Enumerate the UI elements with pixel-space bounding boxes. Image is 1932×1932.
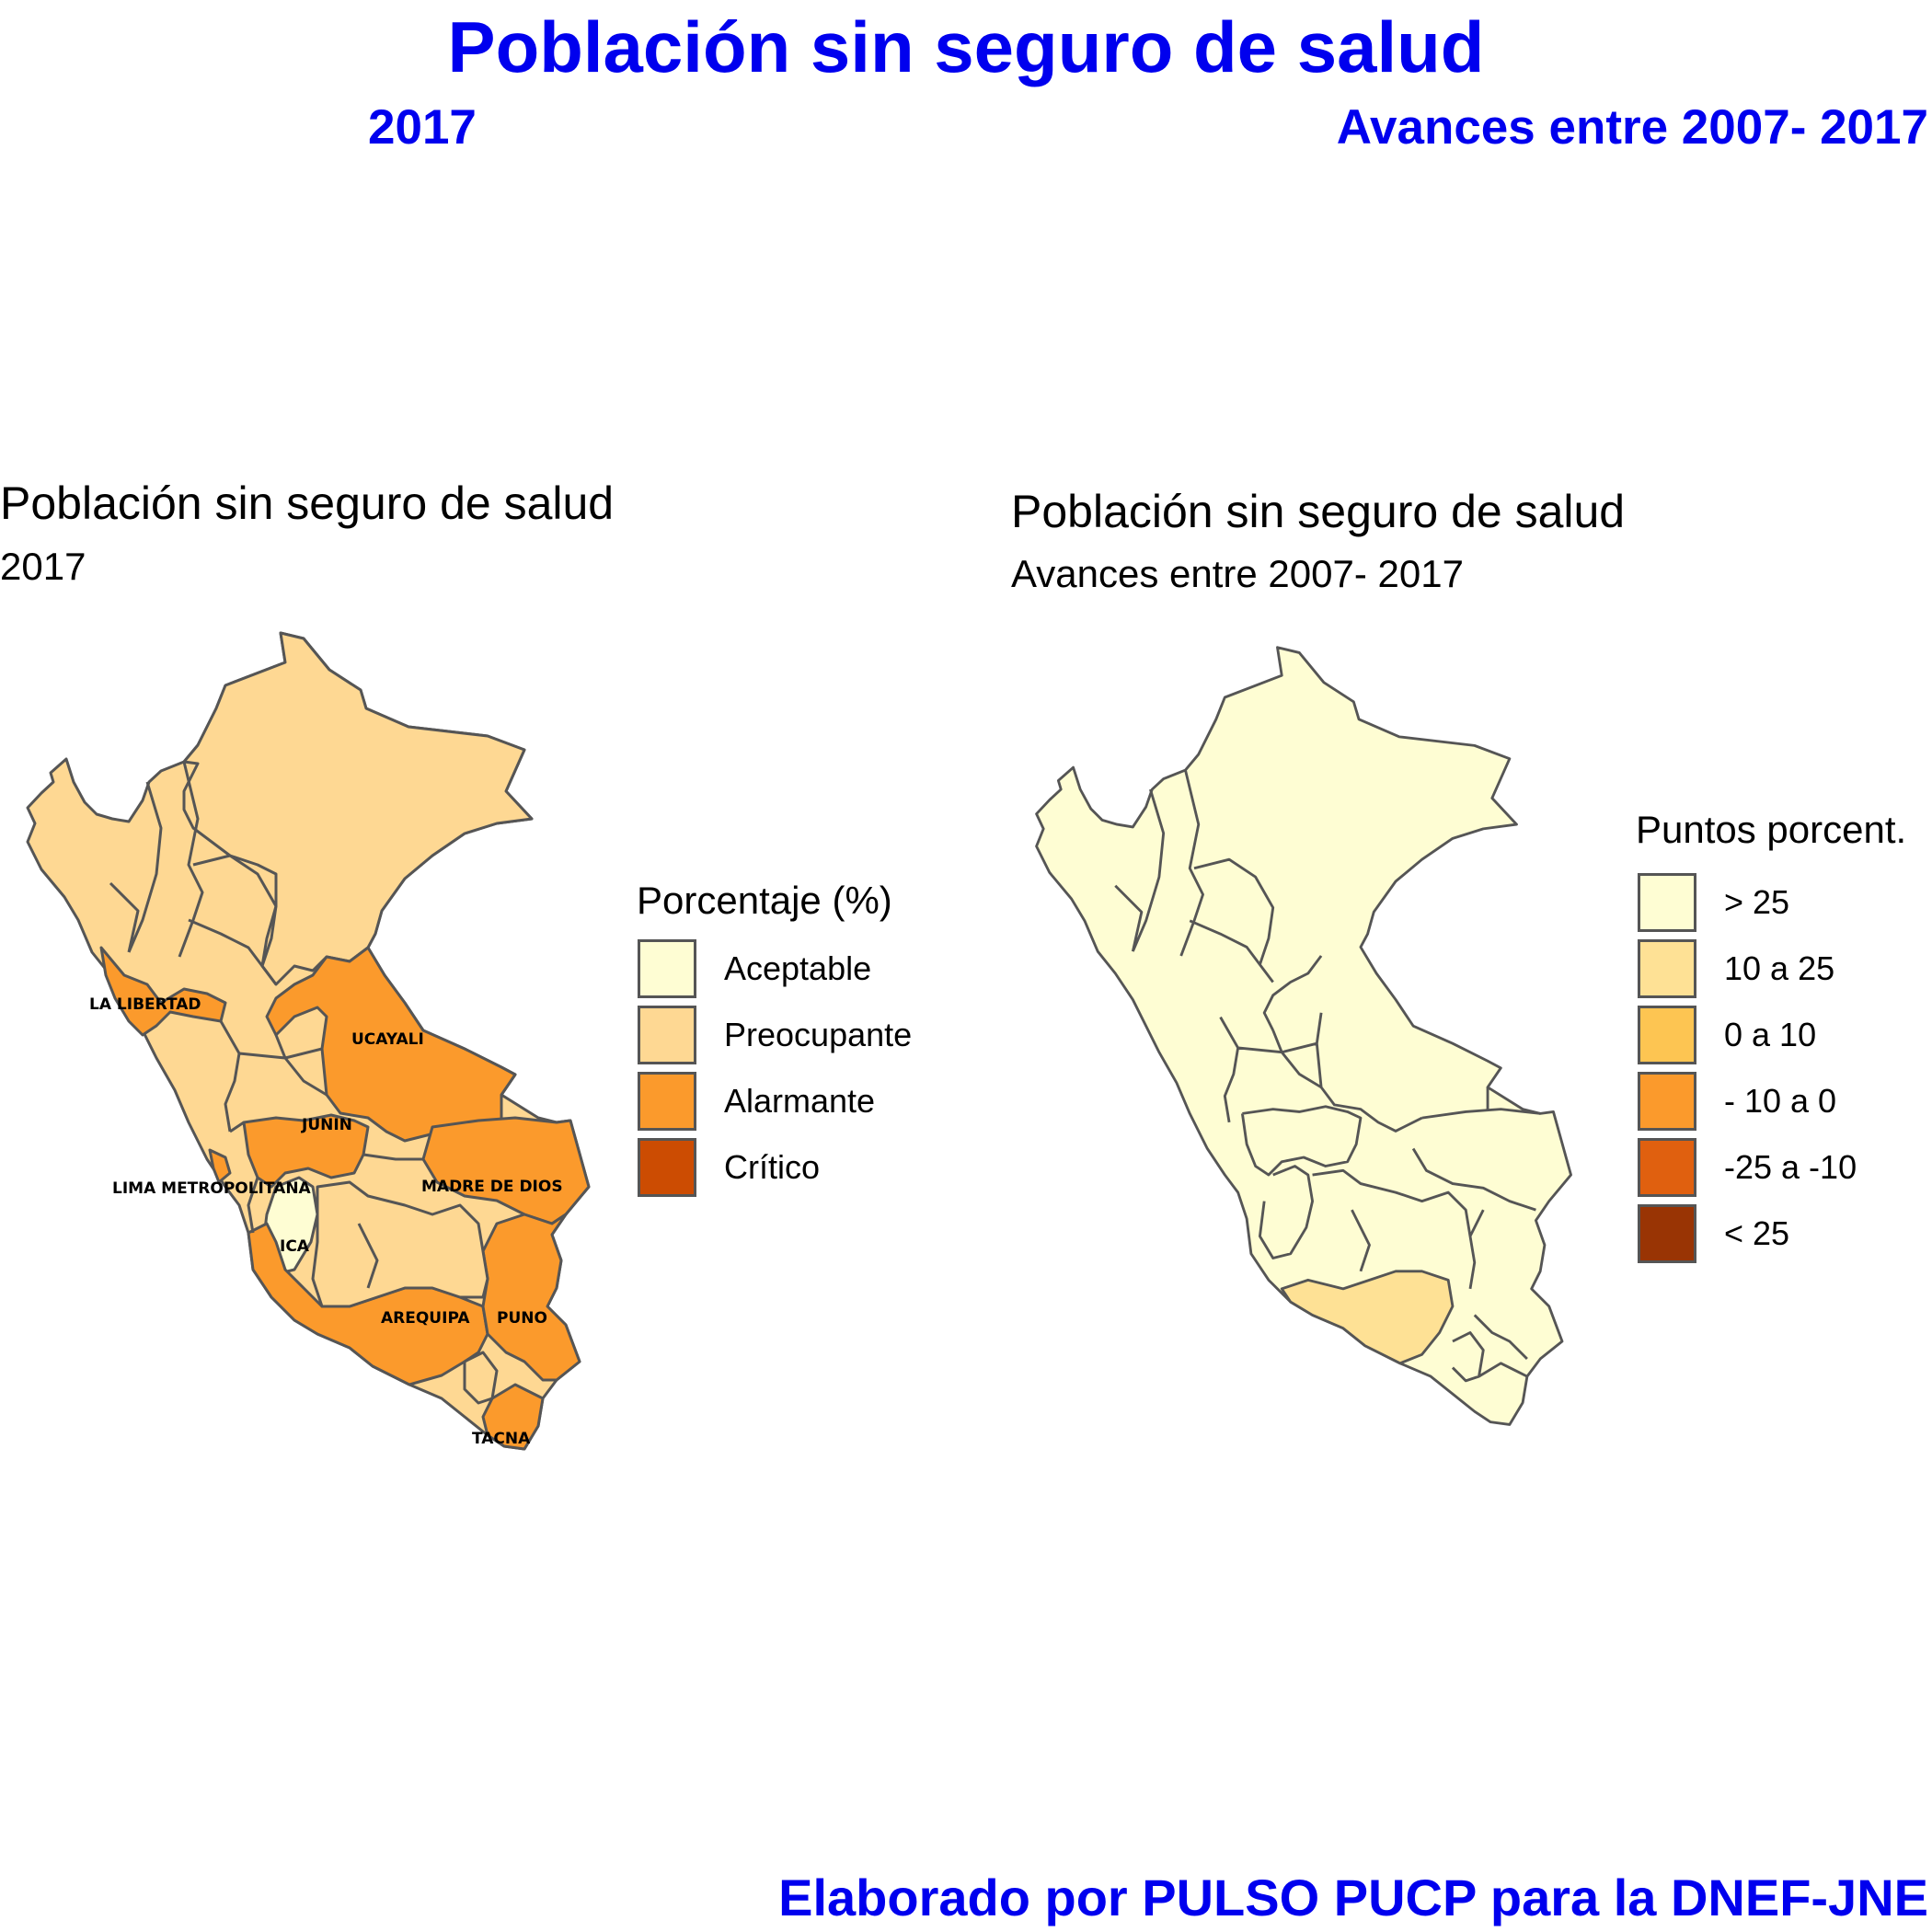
label-ucayali: UCAYALI (351, 1030, 424, 1049)
label-tacna: TACNA (472, 1430, 531, 1448)
right-legend-swatch (1638, 939, 1696, 998)
region-la-libertad (99, 946, 227, 1037)
label-arequipa: AREQUIPA (381, 1309, 470, 1328)
left-legend-swatch (638, 939, 696, 998)
region-lima-metropolitana (208, 1148, 232, 1184)
region-ucayali (265, 946, 517, 1152)
right-legend-title: Puntos porcent. (1636, 808, 1907, 851)
region-loreto (182, 631, 534, 986)
left-legend-label: Alarmante (724, 1082, 876, 1120)
right-map (1035, 646, 1572, 1426)
right-legend-label: - 10 a 0 (1724, 1082, 1837, 1120)
right-legend-label: < 25 (1724, 1214, 1790, 1252)
right-legend-label: -25 a -10 (1724, 1148, 1857, 1186)
left-map: LA LIBERTAD UCAYALI JUNIN LIMA METROPOLI… (26, 631, 591, 1451)
right-legend-label: > 25 (1724, 883, 1790, 921)
label-puno: PUNO (497, 1309, 547, 1328)
left-legend-label: Crítico (724, 1148, 821, 1186)
subtitle-progress: Avances entre 2007- 2017 (1336, 100, 1928, 155)
label-lima-metropolitana: LIMA METROPOLITANA (112, 1179, 312, 1198)
label-ica: ICA (280, 1237, 310, 1256)
left-legend-swatch (638, 1138, 696, 1197)
subtitle-year: 2017 (368, 100, 477, 155)
region-cusco (311, 1180, 489, 1308)
right-map-subtitle: Avances entre 2007- 2017 (1011, 552, 1464, 595)
label-madre-de-dios: MADRE DE DIOS (421, 1178, 563, 1196)
right-legend-swatch (1638, 1072, 1696, 1131)
right-legend-swatch (1638, 873, 1696, 932)
peru-outline-right (1035, 646, 1572, 1426)
left-map-subtitle: 2017 (0, 545, 86, 588)
region-tacna (481, 1383, 545, 1451)
region-junin (242, 1113, 370, 1189)
left-legend-swatch (638, 1006, 696, 1064)
right-legend-label: 0 a 10 (1724, 1016, 1817, 1053)
right-legend-label: 10 a 25 (1724, 949, 1835, 987)
label-la-libertad: LA LIBERTAD (89, 995, 201, 1014)
right-legend-swatch (1638, 1006, 1696, 1064)
region-puno (481, 1213, 581, 1382)
left-legend-title: Porcentaje (%) (637, 879, 892, 922)
left-legend-label: Aceptable (724, 949, 872, 987)
credit-footer: Elaborado por PULSO PUCP para la DNEF-JN… (778, 1869, 1928, 1926)
left-legend-label: Preocupante (724, 1016, 913, 1053)
left-legend-swatch (638, 1072, 696, 1131)
region-arequipa-right (1280, 1270, 1455, 1365)
right-map-title: Población sin seguro de salud (1011, 486, 1626, 537)
left-map-title: Población sin seguro de salud (0, 477, 615, 529)
main-title: Población sin seguro de salud (447, 6, 1485, 87)
region-moquegua (463, 1351, 499, 1405)
right-legend-swatch (1638, 1204, 1696, 1263)
label-junin: JUNIN (301, 1116, 352, 1134)
right-legend-swatch (1638, 1138, 1696, 1197)
